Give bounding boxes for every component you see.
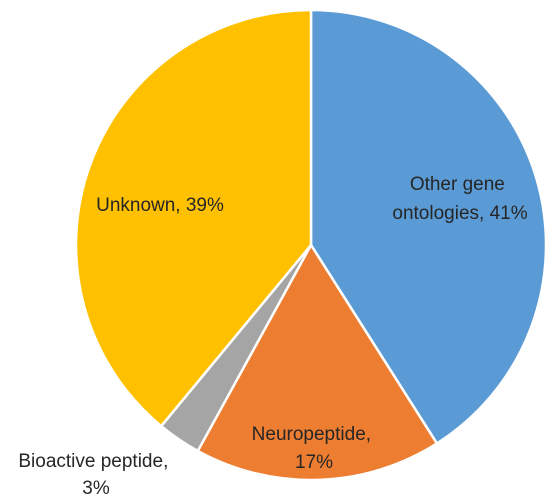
pie-slice-neuropeptide xyxy=(196,243,439,482)
slice-label-line: Unknown, 39% xyxy=(96,195,224,216)
pie-slice-other-gene-ontologies xyxy=(309,8,548,445)
slice-label-line: Other gene xyxy=(410,174,505,195)
slice-label-other-gene-ontologies: Other gene ontologies, 41% xyxy=(392,174,527,224)
slice-label-unknown: Unknown, 39% xyxy=(96,195,224,216)
slice-label-line: Bioactive peptide, xyxy=(18,451,168,472)
slice-label-bioactive-peptide: Bioactive peptide, 3% xyxy=(18,451,173,499)
slice-label-line: Neuropeptide, xyxy=(252,424,371,445)
pie-slices xyxy=(74,8,548,482)
slice-labels: Other gene ontologies, 41% Neuropeptide,… xyxy=(18,174,527,499)
slice-label-line: 17% xyxy=(295,452,333,473)
slice-label-line: ontologies, 41% xyxy=(392,203,527,224)
pie-slice-unknown xyxy=(74,8,313,428)
slice-label-line: 3% xyxy=(82,478,110,499)
slice-label-neuropeptide: Neuropeptide, 17% xyxy=(252,424,377,473)
